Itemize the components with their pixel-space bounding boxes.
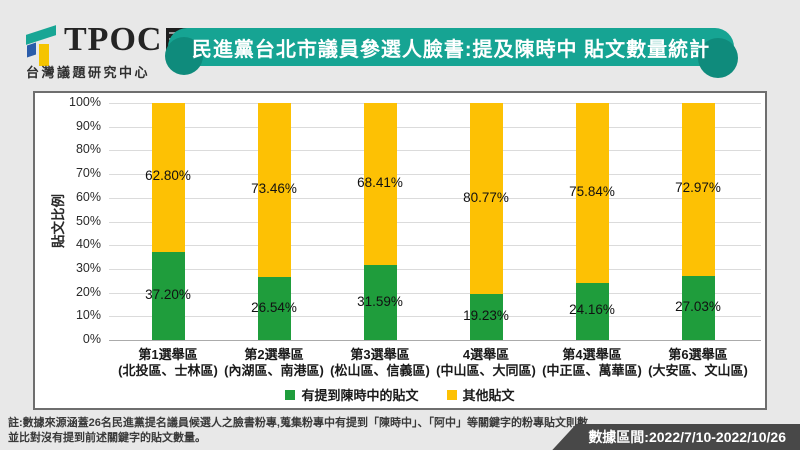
- gridline: [109, 197, 761, 199]
- legend-swatch: [285, 389, 296, 400]
- data-label-other: 80.77%: [463, 189, 509, 205]
- gridline: [109, 268, 761, 270]
- brand-subtitle: 台灣議題研究中心: [26, 65, 151, 80]
- bar-segment-other: [469, 103, 503, 295]
- gridline: [109, 316, 761, 318]
- category-district: 第1選舉區: [138, 347, 198, 362]
- date-range-text: 數據區間:2022/7/10-2022/10/26: [588, 429, 786, 445]
- category-label: 第6選舉區 (大安區、文山區): [623, 347, 773, 379]
- category-label: 第2選舉區 (內湖區、南港區): [199, 347, 349, 379]
- y-axis-tick: 60%: [75, 189, 101, 204]
- category-label: 第4選舉區 (中正區、萬華區): [517, 347, 667, 379]
- legend-label: 有提到陳時中的貼文: [301, 388, 419, 403]
- data-label-other: 73.46%: [251, 181, 297, 197]
- x-axis-line: [109, 340, 761, 341]
- y-axis-tick: 20%: [75, 284, 101, 299]
- data-label-other: 62.80%: [145, 168, 191, 184]
- category-label: 第1選舉區 (北投區、士林區): [93, 347, 243, 379]
- chart-card: 0% 10% 20% 30% 40% 50% 60% 70% 80% 90% 100% 62.80% 3…: [33, 91, 767, 410]
- source-note: 註:數據來源涵蓋26名民進黨提名議員候選人之臉書粉專,蒐集粉專中有提到「陳時中」…: [8, 416, 591, 446]
- data-label-mention: 37.20%: [145, 286, 191, 302]
- legend-item: 有提到陳時中的貼文: [285, 385, 419, 404]
- data-label-other: 68.41%: [357, 175, 403, 191]
- category-label: 4選舉區 (中山區、大同區): [411, 347, 561, 379]
- data-label-mention: 31.59%: [357, 293, 403, 309]
- title-banner: 民進黨台北市議員參選人臉書:提及陳時中 貼文數量統計: [165, 28, 738, 78]
- legend-label: 其他貼文: [462, 388, 515, 403]
- category-district: 第4選舉區: [562, 347, 622, 362]
- source-note-line1: 註:數據來源涵蓋26名民進黨提名議員候選人之臉書粉專,蒐集粉專中有提到「陳時中」…: [8, 417, 592, 429]
- gridline: [109, 245, 761, 247]
- data-label-other: 72.97%: [675, 180, 721, 196]
- brand-name: TPOC: [64, 21, 163, 58]
- y-axis-tick: 80%: [75, 142, 101, 157]
- category-district: 第6選舉區: [668, 347, 728, 362]
- bar-segment-mention: [575, 282, 609, 340]
- category-areas: (內湖區、南港區): [224, 363, 324, 378]
- bar-segment-other: [681, 103, 715, 276]
- category-areas: (中山區、大同區): [436, 363, 536, 378]
- legend-item: 其他貼文: [446, 385, 515, 404]
- tpoc-logo-mark-icon: [26, 22, 62, 66]
- bar-segment-mention: [257, 277, 291, 340]
- y-axis-tick: 0%: [82, 332, 101, 346]
- y-axis-tick: 40%: [75, 237, 101, 252]
- page-title: 民進黨台北市議員參選人臉書:提及陳時中 貼文數量統計: [191, 38, 711, 61]
- y-axis-tick: 100%: [69, 95, 101, 109]
- bar-segment-other: [363, 103, 397, 266]
- y-axis-tick: 10%: [75, 308, 101, 323]
- category-district: 4選舉區: [462, 347, 510, 362]
- bar-segment-other: [257, 103, 291, 278]
- category-areas: (松山區、信義區): [330, 363, 430, 378]
- category-district: 第2選舉區: [244, 347, 304, 362]
- gridline: [109, 174, 761, 176]
- category-areas: (北投區、士林區): [118, 363, 218, 378]
- gridline: [109, 126, 761, 128]
- category-district: 第3選舉區: [350, 347, 410, 362]
- legend: 有提到陳時中的貼文 其他貼文: [35, 385, 765, 404]
- tpoc-logo: TPOC 台灣議題研究中心: [24, 14, 189, 80]
- y-axis-tick: 50%: [75, 213, 101, 228]
- gridline: [109, 221, 761, 223]
- y-axis-tick: 70%: [75, 166, 101, 181]
- bar-segment-other: [151, 103, 185, 252]
- category-areas: (大安區、文山區): [648, 363, 748, 378]
- date-range-badge: 數據區間:2022/7/10-2022/10/26: [552, 424, 800, 450]
- data-label-mention: 24.16%: [569, 302, 615, 318]
- data-label-other: 75.84%: [569, 183, 615, 199]
- data-label-mention: 27.03%: [675, 298, 721, 314]
- legend-swatch: [446, 389, 457, 400]
- bar-segment-mention: [681, 275, 715, 340]
- gridline: [109, 150, 761, 152]
- category-label: 第3選舉區 (松山區、信義區): [305, 347, 455, 379]
- gridline: [109, 292, 761, 294]
- y-axis-tick: 90%: [75, 118, 101, 133]
- data-label-mention: 26.54%: [251, 299, 297, 315]
- bar-segment-mention: [151, 251, 185, 340]
- gridline: [109, 103, 761, 104]
- y-axis-title: 貼文比例: [51, 194, 66, 248]
- source-note-line2: 並比對沒有提到前述關鍵字的貼文數量。: [8, 432, 206, 444]
- bar-segment-mention: [469, 294, 503, 340]
- y-axis-tick: 30%: [75, 260, 101, 275]
- data-label-mention: 19.23%: [463, 308, 509, 324]
- category-areas: (中正區、萬華區): [542, 363, 642, 378]
- bar-segment-mention: [363, 265, 397, 340]
- bar-segment-other: [575, 103, 609, 283]
- plot-area: 0% 10% 20% 30% 40% 50% 60% 70% 80% 90% 100% 62.80% 3…: [35, 93, 765, 346]
